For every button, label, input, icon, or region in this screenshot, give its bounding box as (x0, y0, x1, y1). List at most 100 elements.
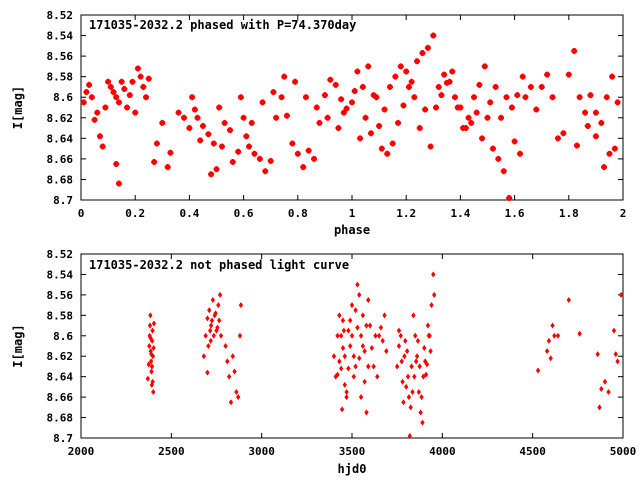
data-point (223, 342, 228, 350)
y-tick-label: 8.52 (47, 248, 74, 261)
data-point (83, 89, 90, 96)
data-point (270, 89, 277, 96)
data-point (235, 148, 242, 155)
data-point (143, 94, 150, 101)
data-point (149, 368, 154, 375)
data-point (584, 123, 591, 129)
data-point (423, 358, 428, 365)
data-point (403, 337, 408, 344)
data-point (422, 345, 427, 352)
data-point (476, 81, 483, 88)
x-tick-label: 0.8 (288, 207, 308, 220)
data-point (216, 302, 221, 309)
data-point (549, 94, 556, 101)
data-point (94, 109, 101, 116)
data-point (194, 114, 201, 121)
data-point (358, 394, 364, 401)
data-point (552, 332, 557, 339)
data-point (619, 291, 624, 298)
data-point (102, 104, 109, 111)
data-point (91, 116, 98, 123)
data-point (415, 337, 421, 344)
data-point (357, 291, 362, 298)
data-point (210, 140, 217, 147)
data-point (335, 332, 340, 339)
x-tick-label: 2500 (158, 445, 185, 458)
data-point (423, 371, 429, 378)
data-point (606, 388, 611, 396)
data-point (205, 315, 210, 322)
data-point (413, 332, 418, 339)
data-point (344, 388, 349, 396)
data-point (145, 75, 152, 82)
data-point (614, 99, 621, 106)
data-point (489, 145, 496, 152)
data-point (302, 94, 309, 101)
data-point (449, 68, 456, 75)
data-point (364, 409, 369, 416)
data-point (500, 168, 507, 175)
x-tick-label: 1 (349, 207, 356, 220)
data-point (432, 291, 437, 298)
data-point (571, 47, 578, 54)
chart-title: 171035-2032.2 phased with P=74.370day (89, 18, 356, 32)
data-point (151, 158, 158, 165)
data-point (338, 96, 345, 103)
data-point (267, 157, 274, 164)
data-point (147, 342, 152, 350)
data-point (217, 291, 223, 298)
data-point (218, 143, 225, 150)
data-point (369, 345, 375, 352)
data-point (376, 332, 382, 339)
data-point (535, 367, 541, 374)
data-point (118, 78, 125, 85)
y-tick-label: 8.56 (47, 289, 74, 302)
data-point (406, 394, 412, 401)
data-point (351, 88, 358, 95)
data-point (425, 322, 431, 329)
data-point (80, 99, 87, 106)
data-point (468, 119, 475, 126)
data-point (365, 63, 372, 70)
data-point (364, 322, 369, 329)
data-point (378, 324, 384, 331)
data-point (599, 385, 604, 392)
data-point (205, 369, 210, 376)
y-axis-label: I[mag] (11, 324, 25, 367)
y-tick-label: 8.6 (53, 91, 73, 104)
data-point (376, 123, 383, 129)
data-point (441, 71, 448, 78)
data-point (409, 363, 414, 370)
data-point (243, 133, 250, 140)
y-tick-label: 8.7 (53, 432, 73, 445)
data-point (373, 94, 380, 101)
data-point (209, 317, 215, 324)
data-point (419, 50, 426, 57)
data-point (259, 99, 266, 106)
data-point (548, 355, 553, 362)
data-point (105, 78, 112, 85)
data-point (88, 94, 95, 101)
data-point (597, 404, 602, 411)
data-point (357, 135, 364, 142)
data-point (281, 73, 288, 80)
data-point (389, 140, 396, 147)
data-point (465, 114, 472, 121)
data-point (150, 327, 155, 334)
data-point (150, 378, 155, 385)
data-point (603, 94, 610, 101)
data-point (234, 388, 239, 396)
data-point (451, 94, 458, 101)
data-point (134, 65, 141, 72)
data-point (611, 145, 618, 152)
x-axis-label: hjd0 (338, 462, 367, 476)
data-point (460, 125, 467, 132)
data-point (346, 365, 351, 372)
data-point (554, 135, 561, 142)
data-point (175, 109, 182, 116)
data-point (519, 73, 526, 80)
data-point (342, 353, 347, 360)
data-point (205, 131, 212, 138)
data-point (167, 149, 174, 156)
data-point (598, 119, 605, 126)
